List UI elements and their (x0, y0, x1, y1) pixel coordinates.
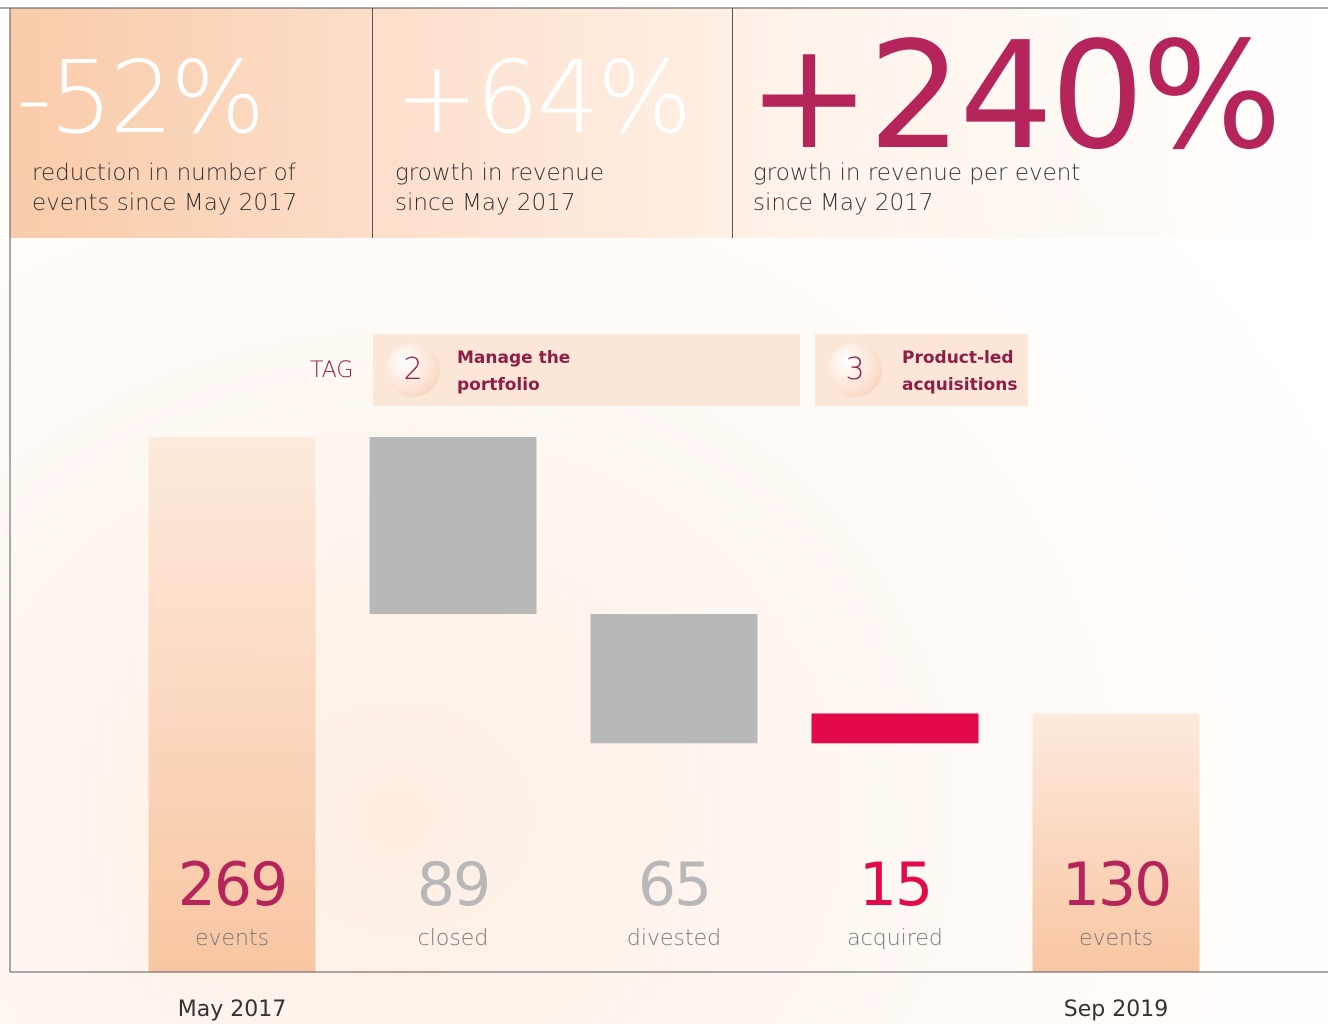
value-label: 130 (1062, 850, 1171, 920)
category-label: events (1079, 926, 1153, 951)
x-tick-label: Sep 2019 (1064, 997, 1168, 1022)
stat-text: growth in revenue since May 2017 (395, 160, 604, 216)
bar (148, 437, 316, 972)
stat: +240% growth in revenue per event since … (733, 8, 1328, 238)
value-label: 65 (638, 850, 710, 920)
tag-step: 2 Manage the portfolio (373, 334, 800, 406)
stat-text: reduction in number of events since May … (32, 160, 298, 216)
step-number: 2 (386, 343, 440, 397)
stats-band: -52% reduction in number of events since… (10, 8, 1328, 238)
stat-value: +64% (395, 39, 692, 156)
bar (369, 437, 537, 615)
stat-value: +240% (747, 10, 1282, 182)
stat: -52% reduction in number of events since… (10, 8, 372, 238)
bar (1032, 713, 1200, 972)
step-text: Manage the portfolio (457, 348, 571, 395)
value-label: 15 (859, 850, 931, 920)
bar (590, 614, 758, 744)
stat-value: -52% (16, 39, 265, 156)
divider (732, 8, 733, 238)
stat: +64% growth in revenue since May 2017 (373, 8, 732, 238)
step-number: 3 (828, 343, 882, 397)
category-label: closed (418, 926, 489, 951)
tag-label: TAG (310, 358, 354, 383)
bar (811, 713, 979, 744)
value-label: 89 (417, 850, 489, 920)
category-label: events (195, 926, 269, 951)
tag-step: 3 Product-led acquisitions (815, 334, 1028, 406)
category-label: divested (627, 926, 721, 951)
value-label: 269 (178, 850, 287, 920)
stat-text: growth in revenue per event since May 20… (753, 160, 1081, 216)
x-tick-label: May 2017 (178, 997, 286, 1022)
step-text: Product-led acquisitions (902, 348, 1018, 395)
divider (372, 8, 373, 238)
category-label: acquired (847, 926, 943, 951)
